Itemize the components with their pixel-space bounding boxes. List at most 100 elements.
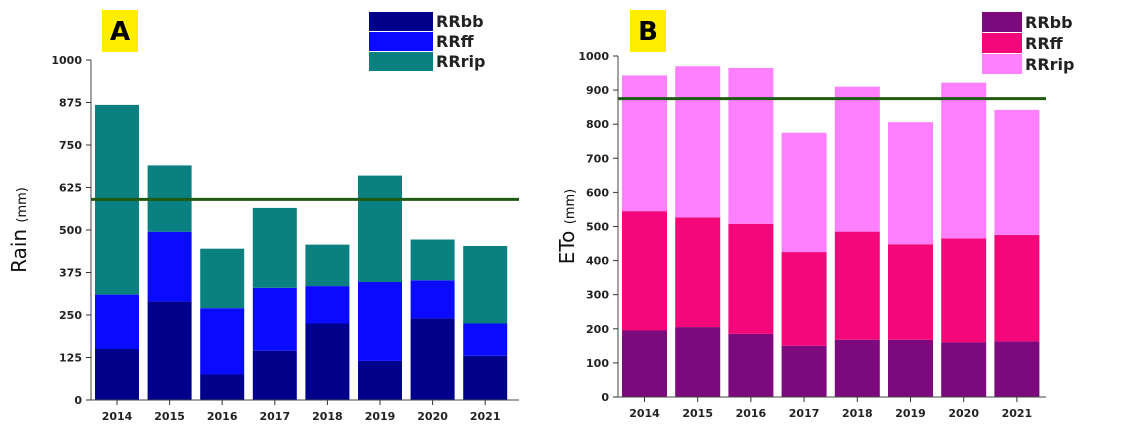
chart-b-bar-rrbb-2014	[622, 330, 667, 397]
chart-b-bar-rrrip-2021	[994, 109, 1040, 236]
chart-b-bar-rrrip-2015	[675, 66, 721, 218]
chart-b-xtick-label-2020: 2020	[948, 407, 979, 420]
chart-a-bar-rrbb-2017	[252, 350, 297, 400]
chart-a-legend-swatch-rrff	[369, 32, 433, 51]
chart-a-bar-rrrip-2016	[200, 248, 245, 309]
chart-a-legend-label-rrrip: RRrip	[436, 52, 485, 71]
chart-a-bar-rrrip-2018	[305, 244, 350, 287]
chart-b-bar-rrrip-2018	[834, 86, 880, 232]
chart-b-bar-rrbb-2015	[675, 327, 721, 397]
chart-a-ytick-label-375: 375	[59, 267, 82, 280]
chart-a-ytick-label-625: 625	[59, 182, 82, 195]
chart-b-bar-rrff-2021	[994, 235, 1040, 342]
chart-b-ytick-label-1000: 1000	[578, 50, 609, 63]
chart-a-legend-label-rrbb: RRbb	[436, 12, 484, 31]
chart-a-bar-rrbb-2015	[147, 301, 192, 400]
chart-b-ytick-label-400: 400	[586, 255, 609, 268]
chart-b-legend-label-rrrip: RRrip	[1025, 55, 1074, 74]
chart-a-xtick-label-2020: 2020	[417, 410, 448, 423]
chart-a-ytick-label-250: 250	[59, 309, 82, 322]
chart-a-bar-rrff-2018	[305, 286, 350, 324]
chart-b-panel-badge	[630, 10, 666, 52]
chart-b-bar-rrff-2019	[888, 244, 933, 340]
chart-a-bar-rrbb-2018	[305, 323, 350, 400]
chart-a-panel-badge	[102, 10, 138, 52]
chart-a-bar-rrff-2019	[358, 282, 402, 361]
chart-a-bar-rrbb-2020	[410, 318, 455, 400]
chart-b-bar-rrbb-2020	[941, 342, 987, 397]
chart-a-bar-rrff-2016	[200, 308, 245, 375]
chart-a-ytick-label-875: 875	[59, 97, 82, 110]
chart-a-bar-rrff-2017	[252, 287, 297, 351]
chart-b-ylabel-unit: (mm)	[563, 189, 578, 224]
chart-b-ytick-label-100: 100	[586, 357, 609, 370]
chart-b-legend-label-rrbb: RRbb	[1025, 13, 1073, 32]
chart-b-ylabel: ETo (mm)	[555, 189, 579, 265]
chart-a-legend-label-rrff: RRff	[436, 32, 475, 51]
chart-a-bar-rrrip-2021	[463, 245, 508, 324]
chart-a-xtick-label-2017: 2017	[259, 410, 290, 423]
chart-a-xtick-label-2015: 2015	[154, 410, 185, 423]
chart-b-ylabel-text: ETo	[555, 224, 579, 264]
chart-b-ytick-label-900: 900	[586, 84, 609, 97]
chart-a-ytick-label-1000: 1000	[51, 54, 82, 67]
chart-b-bar-rrff-2015	[675, 217, 721, 328]
chart-a-xtick-label-2019: 2019	[365, 410, 396, 423]
chart-a-ytick-label-125: 125	[59, 352, 82, 365]
chart-a-ytick-label-500: 500	[59, 224, 82, 237]
chart-b-xtick-label-2019: 2019	[895, 407, 926, 420]
chart-b-ytick-label-700: 700	[586, 152, 609, 165]
chart-b-bar-rrbb-2018	[834, 339, 880, 397]
chart-a-xtick-label-2018: 2018	[312, 410, 343, 423]
chart-b-bar-rrff-2014	[622, 211, 667, 331]
chart-a-bar-rrff-2015	[147, 231, 192, 302]
chart-b-bar-rrbb-2021	[994, 341, 1040, 397]
chart-a-ytick-label-750: 750	[59, 139, 82, 152]
chart-a-bar-rrrip-2020	[410, 239, 455, 281]
chart-b-xtick-label-2015: 2015	[682, 407, 713, 420]
chart-b-bar-rrrip-2016	[728, 67, 774, 224]
chart-b-xtick-label-2016: 2016	[736, 407, 767, 420]
chart-b-xtick-label-2018: 2018	[842, 407, 873, 420]
chart-b-ytick-label-600: 600	[586, 186, 609, 199]
chart-b-legend-swatch-rrrip	[982, 54, 1022, 74]
chart-b-bar-rrff-2018	[834, 231, 880, 340]
chart-b-legend-swatch-rrbb	[982, 12, 1022, 32]
chart-a-ylabel-text: Rain	[7, 223, 31, 273]
chart-a-ylabel-unit: (mm)	[15, 187, 30, 222]
chart-a-ytick-label-0: 0	[74, 394, 82, 407]
chart-a-xtick-label-2021: 2021	[470, 410, 501, 423]
chart-b-bar-rrff-2020	[941, 238, 987, 343]
chart-a-bar-rrrip-2017	[252, 207, 297, 288]
chart-b-ytick-label-800: 800	[586, 118, 609, 131]
chart-b-panel-label: B	[638, 17, 658, 47]
chart-b-bar-rrrip-2020	[941, 82, 987, 239]
chart-a-bar-rrbb-2019	[358, 360, 402, 400]
chart-b-bar-rrbb-2017	[781, 345, 827, 397]
chart-a-bar-rrff-2020	[410, 280, 455, 319]
chart-b-xtick-label-2014: 2014	[629, 407, 660, 420]
chart-b-ytick-label-500: 500	[586, 221, 609, 234]
chart-a-bar-rrbb-2021	[463, 355, 508, 400]
chart-a-xtick-label-2014: 2014	[102, 410, 133, 423]
chart-a-bar-rrff-2014	[95, 294, 139, 349]
chart-a-ylabel: Rain (mm)	[7, 187, 31, 273]
chart-b-legend-swatch-rrff	[982, 33, 1022, 53]
chart-b-xtick-label-2021: 2021	[1002, 407, 1033, 420]
chart-a-bar-rrff-2021	[463, 323, 508, 356]
chart-b-legend-label-rrff: RRff	[1025, 34, 1064, 53]
chart-b-ytick-label-300: 300	[586, 289, 609, 302]
chart-b-bar-rrrip-2014	[622, 75, 667, 212]
chart-b-bar-rrrip-2019	[888, 122, 933, 245]
chart-b-bar-rrbb-2016	[728, 333, 774, 397]
chart-a-panel-label: A	[110, 17, 130, 47]
chart-a-legend-swatch-rrrip	[369, 52, 433, 71]
chart-b-xtick-label-2017: 2017	[789, 407, 820, 420]
chart-a-bar-rrbb-2016	[200, 374, 245, 400]
chart-b-bar-rrrip-2017	[781, 132, 827, 253]
chart-b-ytick-label-0: 0	[601, 391, 609, 404]
chart-b-bar-rrbb-2019	[888, 339, 933, 397]
chart-a-bar-rrrip-2019	[358, 175, 402, 283]
chart-b-ytick-label-200: 200	[586, 323, 609, 336]
